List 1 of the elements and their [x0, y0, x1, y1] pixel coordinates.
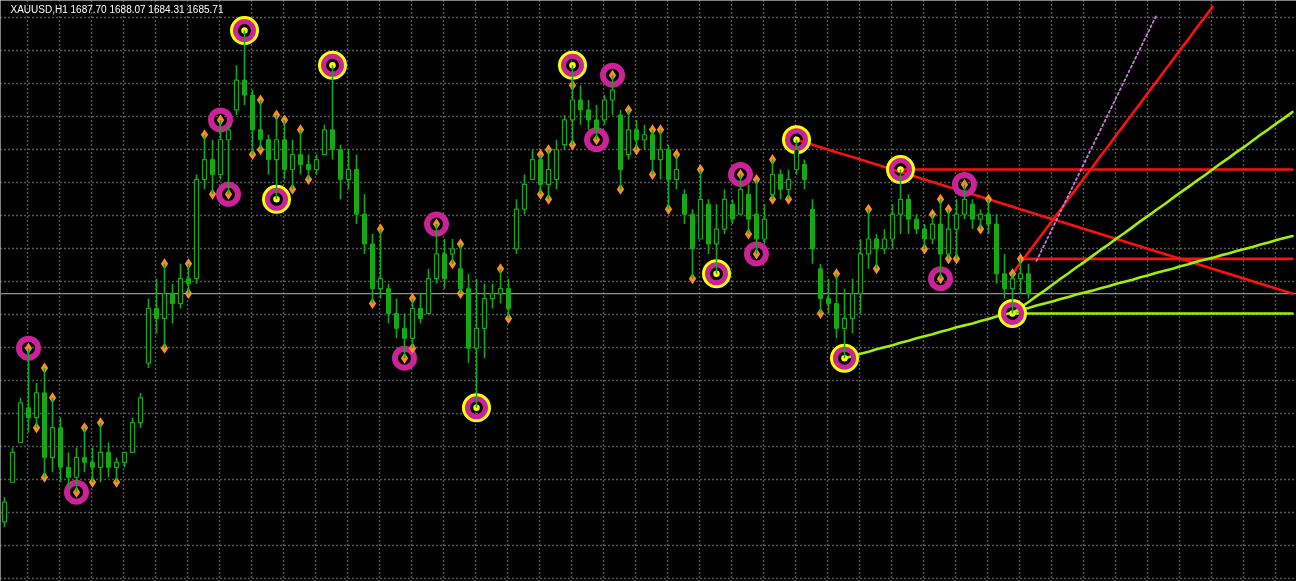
- chart-title: XAUUSD,H1 1687.70 1688.07 1684.31 1685.71: [10, 4, 224, 15]
